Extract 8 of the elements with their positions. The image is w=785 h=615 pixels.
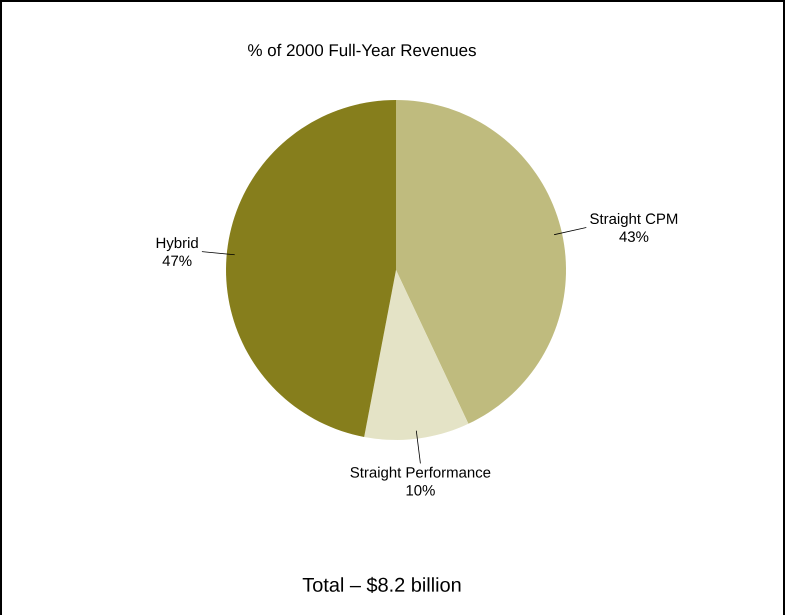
data-label: 10% — [406, 485, 435, 496]
slice-label: Straight Performance — [350, 466, 490, 481]
slice-label: Hybrid — [156, 237, 198, 252]
data-label: 43% — [619, 231, 648, 242]
chart-title: % of 2000 Full-Year Revenues — [248, 44, 476, 56]
text: Total – $8.2 billion — [302, 576, 460, 594]
data-label: 47% — [162, 256, 192, 266]
slice-label: Straight CPM — [590, 213, 678, 227]
